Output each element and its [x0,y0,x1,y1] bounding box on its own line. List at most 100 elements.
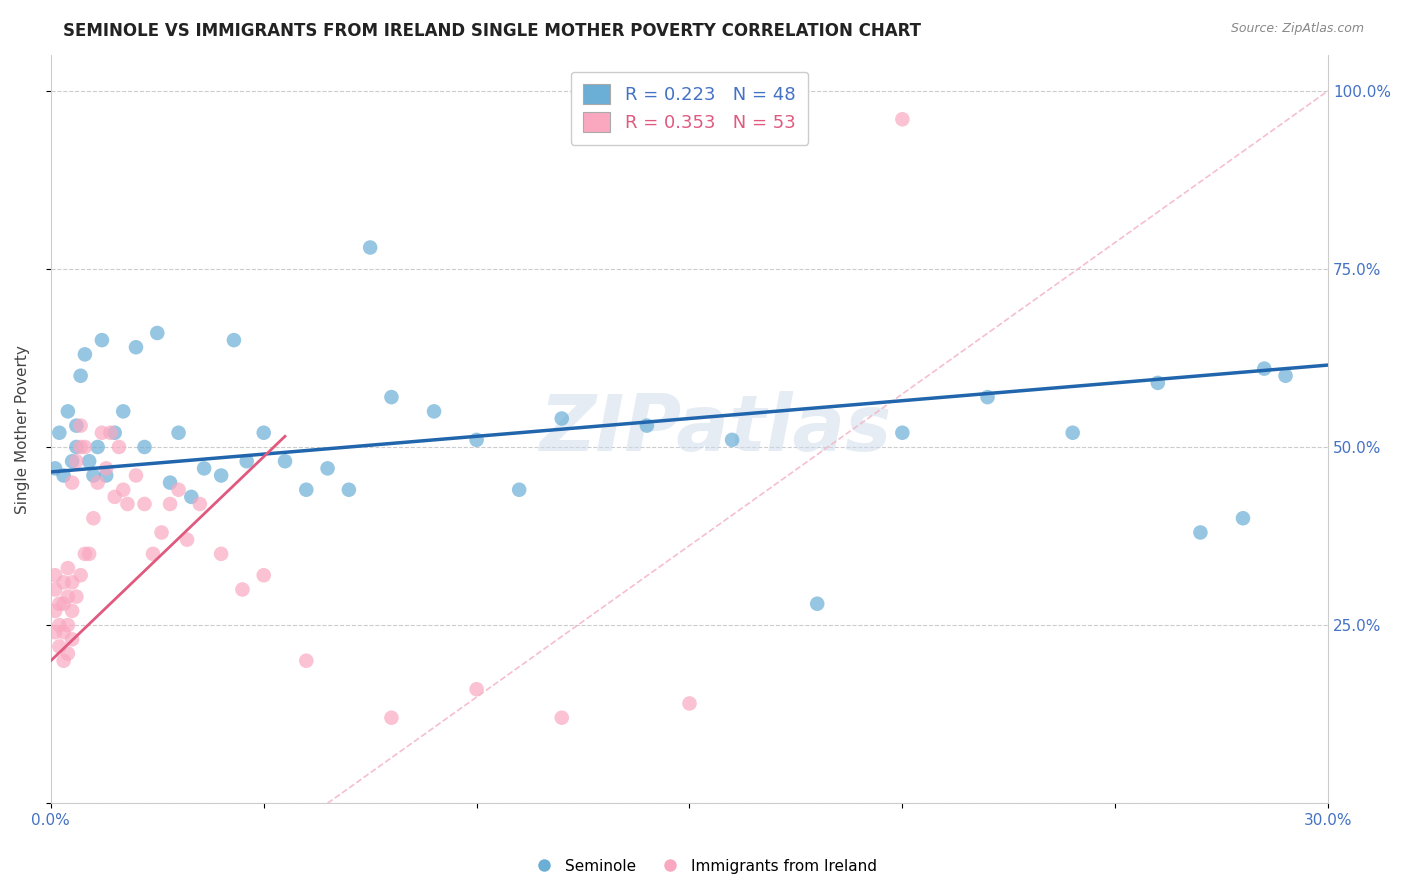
Point [380,390,402,404]
Point [150,525,173,540]
Point [82,511,104,525]
Point [56,647,79,661]
Point [891,112,914,127]
Text: ZIPatlas: ZIPatlas [538,392,891,467]
Point [231,582,253,597]
Point [142,547,165,561]
Point [65,418,87,433]
Point [65,440,87,454]
Point [60,604,83,618]
Point [891,425,914,440]
Point [69,418,91,433]
Point [90,425,112,440]
Point [44,568,66,582]
Point [167,425,190,440]
Point [176,533,198,547]
Point [806,597,828,611]
Point [52,575,75,590]
Point [209,547,232,561]
Point [1232,511,1254,525]
Point [721,433,744,447]
Point [48,640,70,654]
Text: SEMINOLE VS IMMIGRANTS FROM IRELAND SINGLE MOTHER POVERTY CORRELATION CHART: SEMINOLE VS IMMIGRANTS FROM IRELAND SING… [63,22,921,40]
Point [180,490,202,504]
Point [60,475,83,490]
Point [209,468,232,483]
Point [69,440,91,454]
Point [1062,425,1084,440]
Point [65,590,87,604]
Point [1146,376,1168,390]
Text: Source: ZipAtlas.com: Source: ZipAtlas.com [1230,22,1364,36]
Point [167,483,190,497]
Point [551,411,574,425]
Point [69,568,91,582]
Point [551,711,574,725]
Point [108,440,131,454]
Point [65,454,87,468]
Point [44,625,66,640]
Point [316,461,339,475]
Point [235,454,257,468]
Point [134,497,156,511]
Point [60,575,83,590]
Point [60,632,83,647]
Point [69,368,91,383]
Legend: Seminole, Immigrants from Ireland: Seminole, Immigrants from Ireland [523,853,883,880]
Point [636,418,658,433]
Point [295,654,318,668]
Point [56,618,79,632]
Point [48,597,70,611]
Legend: R = 0.223   N = 48, R = 0.353   N = 53: R = 0.223 N = 48, R = 0.353 N = 53 [571,71,808,145]
Point [337,483,360,497]
Point [359,240,381,254]
Point [56,561,79,575]
Point [104,490,127,504]
Point [146,326,169,340]
Point [423,404,446,418]
Point [52,625,75,640]
Point [73,547,96,561]
Point [112,404,135,418]
Point [976,390,998,404]
Point [380,711,402,725]
Point [82,468,104,483]
Point [112,483,135,497]
Point [96,468,118,483]
Point [1189,525,1212,540]
Point [77,454,100,468]
Point [44,461,66,475]
Point [60,454,83,468]
Point [86,475,108,490]
Point [77,547,100,561]
Point [56,590,79,604]
Point [104,425,127,440]
Point [253,425,276,440]
Point [125,340,148,354]
Point [125,468,148,483]
Point [1274,368,1296,383]
Point [96,461,118,475]
Point [52,654,75,668]
Point [56,404,79,418]
Point [465,433,488,447]
Y-axis label: Single Mother Poverty: Single Mother Poverty [15,344,30,514]
Point [44,604,66,618]
Point [48,425,70,440]
Point [134,440,156,454]
Point [1253,361,1275,376]
Point [48,618,70,632]
Point [159,475,181,490]
Point [465,682,488,697]
Point [52,468,75,483]
Point [508,483,530,497]
Point [295,483,318,497]
Point [159,497,181,511]
Point [73,440,96,454]
Point [678,697,700,711]
Point [193,461,215,475]
Point [52,597,75,611]
Point [86,440,108,454]
Point [222,333,245,347]
Point [73,347,96,361]
